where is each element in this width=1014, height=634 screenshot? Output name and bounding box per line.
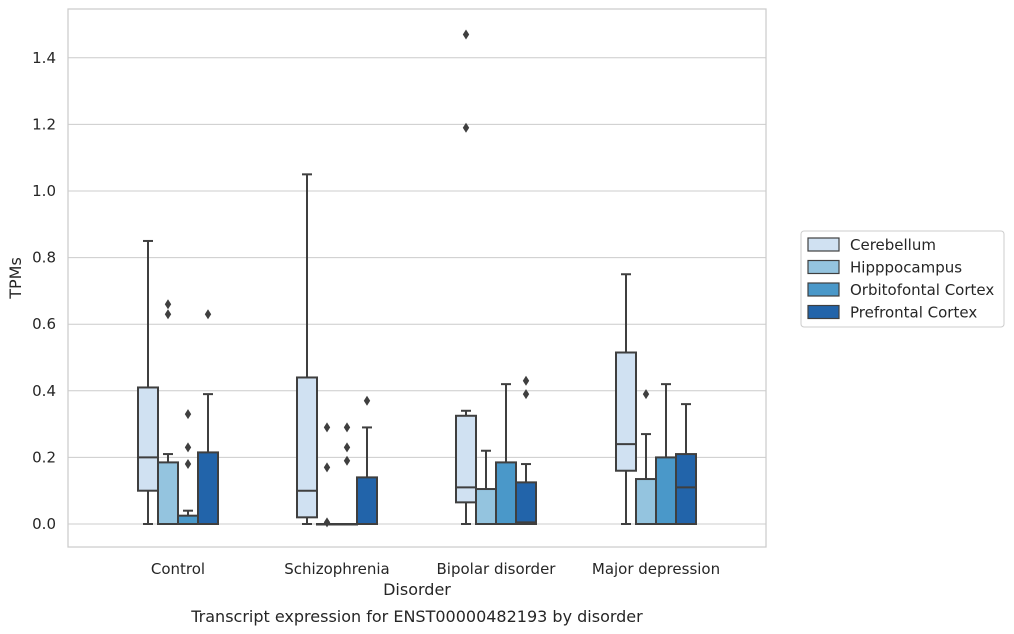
- box-0-3: [197, 309, 219, 525]
- box-plot-marks: [137, 29, 697, 528]
- box-0-0: [137, 239, 159, 525]
- y-tick-label: 1.2: [32, 115, 56, 133]
- box-body: [675, 453, 697, 526]
- outlier-point: [323, 517, 331, 528]
- legend-label: Cerebellum: [850, 236, 936, 254]
- box-1-2: [336, 422, 358, 526]
- legend-label: Orbitofontal Cortex: [850, 281, 994, 299]
- box-body: [635, 478, 657, 526]
- box-body: [356, 476, 378, 526]
- outlier-point: [522, 375, 530, 386]
- y-tick-label: 0.0: [32, 515, 56, 533]
- box-body: [177, 514, 199, 525]
- y-tick-label: 0.2: [32, 448, 56, 466]
- box-0-2: [177, 409, 199, 525]
- outlier-point: [164, 309, 172, 320]
- box-2-3: [515, 375, 537, 525]
- y-tick-label: 0.4: [32, 382, 56, 400]
- box-0-1: [157, 299, 179, 525]
- outlier-point: [184, 442, 192, 453]
- y-axis-ticks: 0.0 0.2 0.4 0.6 0.8 1.0 1.2 1.4: [32, 49, 56, 533]
- outlier-point: [462, 122, 470, 133]
- x-tick-label: Bipolar disorder: [437, 560, 557, 578]
- box-3-3: [675, 403, 697, 526]
- box-2-2: [495, 383, 517, 525]
- x-axis-label: Disorder: [383, 580, 451, 599]
- box-2-1: [475, 449, 497, 526]
- box-3-1: [635, 389, 657, 526]
- x-axis-ticks: Control Schizophrenia Bipolar disorder Majo…: [151, 560, 720, 578]
- x-tick-label: Schizophrenia: [284, 560, 389, 578]
- outlier-point: [343, 442, 351, 453]
- gridlines: [68, 57, 766, 525]
- legend-swatch: [807, 259, 840, 275]
- box-body: [475, 488, 497, 526]
- outlier-point: [164, 299, 172, 310]
- box-1-0: [296, 173, 318, 525]
- legend-frame: [800, 230, 1005, 328]
- plot-frame: [67, 8, 767, 548]
- box-body: [137, 386, 159, 492]
- outlier-point: [204, 309, 212, 320]
- chart-caption: Transcript expression for ENST0000048219…: [190, 607, 643, 626]
- box-body: [615, 351, 637, 472]
- box-3-0: [615, 273, 637, 525]
- outlier-point: [184, 409, 192, 420]
- outlier-point: [522, 389, 530, 400]
- legend-label: Hipppocampus: [850, 259, 962, 277]
- y-tick-label: 1.4: [32, 49, 56, 67]
- box-body: [157, 461, 179, 525]
- outlier-point: [323, 422, 331, 433]
- x-tick-label: Major depression: [592, 560, 720, 578]
- legend-label: Prefrontal Cortex: [850, 304, 977, 322]
- outlier-point: [343, 422, 351, 433]
- box-body: [495, 461, 517, 525]
- box-body: [515, 481, 537, 525]
- legend-swatch: [807, 304, 840, 320]
- outlier-point: [323, 462, 331, 473]
- outlier-point: [184, 459, 192, 470]
- box-2-0: [455, 29, 477, 525]
- box-3-2: [655, 383, 677, 525]
- outlier-point: [363, 395, 371, 406]
- legend: Cerebellum Hipppocampus Orbitofontal Corte…: [800, 230, 1005, 328]
- box-body: [655, 456, 677, 525]
- box-1-3: [356, 395, 378, 526]
- y-axis-label: TPMs: [6, 257, 25, 300]
- legend-swatch: [807, 237, 840, 252]
- y-tick-label: 0.6: [32, 315, 56, 333]
- box-body: [296, 376, 318, 519]
- outlier-point: [343, 455, 351, 466]
- box-1-1: [316, 422, 338, 528]
- y-tick-label: 0.8: [32, 249, 56, 267]
- box-body: [455, 414, 477, 504]
- legend-swatch: [807, 282, 840, 297]
- x-tick-label: Control: [151, 560, 205, 578]
- y-tick-label: 1.0: [32, 182, 56, 200]
- outlier-point: [462, 29, 470, 40]
- outlier-point: [642, 389, 650, 400]
- box-body: [197, 451, 219, 525]
